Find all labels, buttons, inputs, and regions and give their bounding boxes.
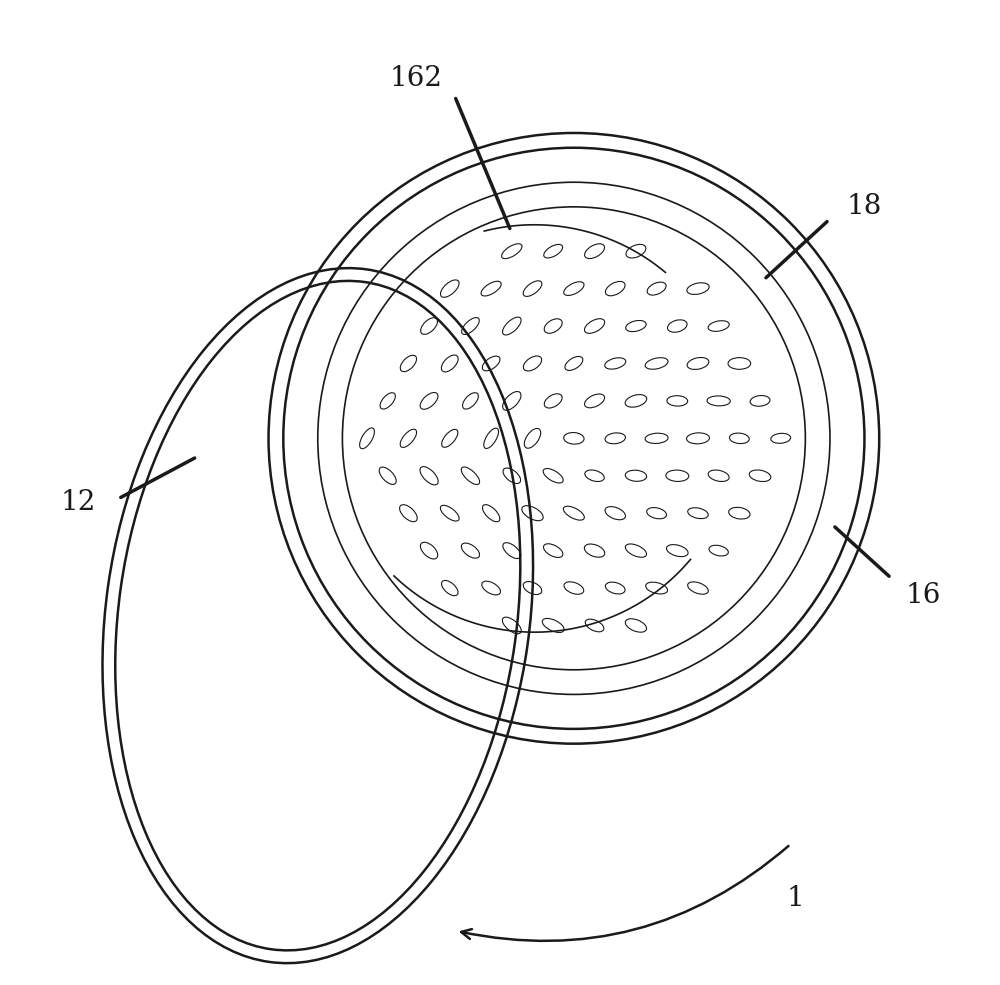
Text: 162: 162 (390, 65, 443, 93)
Text: 1: 1 (787, 885, 804, 912)
Text: 16: 16 (906, 582, 941, 610)
Text: 12: 12 (61, 489, 96, 516)
Text: 18: 18 (847, 193, 882, 221)
